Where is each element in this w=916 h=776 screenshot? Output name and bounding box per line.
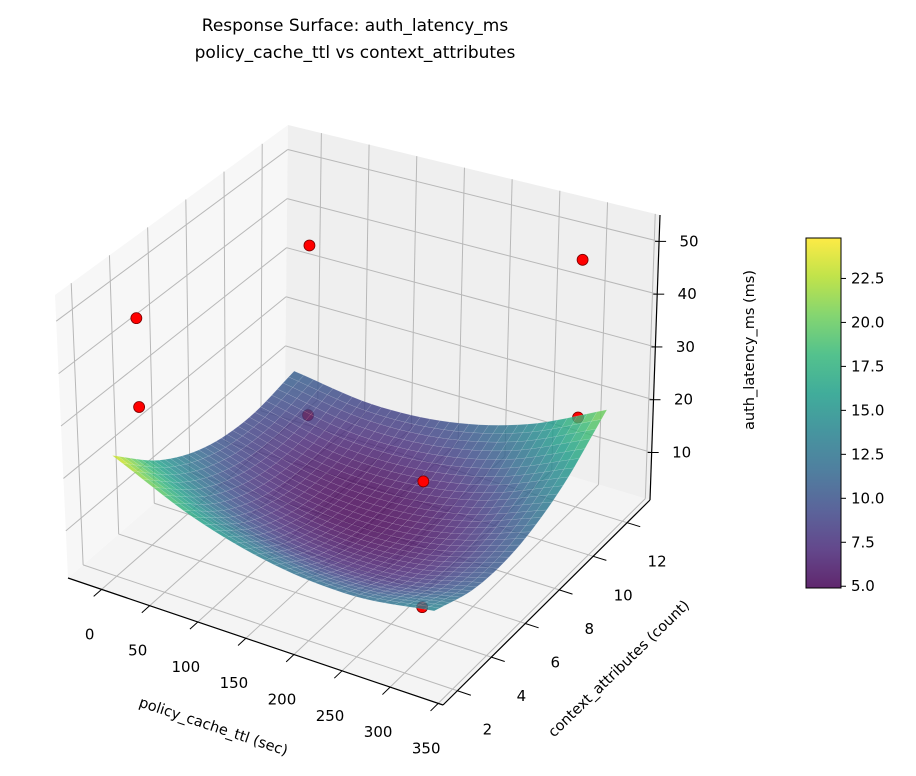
y-tick-label: 6	[551, 654, 561, 672]
surface-facet	[482, 567, 499, 574]
x-tick-label: 150	[220, 674, 249, 692]
y-axis-line	[442, 499, 651, 706]
floor-gridline-x	[437, 498, 646, 704]
floor-gridline-x	[389, 484, 599, 688]
colorbar-tick-label: 10.0	[851, 489, 884, 507]
x-tick-label: 300	[364, 723, 393, 741]
surface-facet	[514, 531, 531, 540]
colorbar-tick-label: 17.5	[851, 357, 884, 375]
axis-lines	[67, 214, 667, 712]
z-tick-label: 50	[680, 232, 699, 250]
left-wall-pane	[55, 125, 288, 578]
scatter-point	[130, 312, 143, 325]
colorbar-tick-label: 12.5	[851, 445, 884, 463]
scatter-point	[133, 401, 146, 413]
left-wall-gridline-z	[63, 296, 287, 479]
scatter-point	[576, 253, 589, 266]
y-tick-label: 2	[483, 721, 493, 739]
x-tick-label: 100	[171, 658, 200, 676]
colorbar-tick-label: 15.0	[851, 401, 884, 419]
chart-subtitle: policy_cache_ttl vs context_attributes	[195, 43, 516, 63]
chart-title: Response Surface: auth_latency_ms	[202, 16, 509, 36]
surface-facet	[466, 581, 483, 588]
surface-mesh	[111, 370, 608, 612]
floor-gridline-y	[118, 533, 492, 658]
y-tick-mark	[525, 623, 539, 629]
x-tick-mark	[237, 637, 247, 646]
z-tick-label: 40	[678, 285, 697, 303]
colorbar-tick-label: 7.5	[851, 533, 875, 551]
z-axis-label: auth_latency_ms (ms)	[742, 270, 758, 430]
colorbar-tick-label: 22.5	[851, 269, 884, 287]
back-wall-gridline-z	[287, 198, 658, 295]
z-tick-label: 10	[672, 444, 691, 462]
colorbar-tick-label: 20.0	[851, 313, 884, 331]
x-tick-label: 50	[128, 642, 147, 660]
y-tick-label: 12	[648, 553, 667, 571]
floor-gridline-y	[82, 564, 458, 692]
x-tick-mark	[285, 654, 295, 663]
tick-labels: 0 50 100 150 200 250 300 350 2 4 6 8 10 12 10 20 30 40 50	[85, 232, 699, 757]
surface-facet	[450, 592, 467, 598]
surface-facet	[509, 538, 526, 546]
scatter-points-front	[130, 239, 589, 488]
surface-facet	[503, 544, 521, 552]
y-axis-label: context_attributes (count)	[545, 598, 692, 741]
y-tick-mark	[626, 522, 641, 528]
surface-facet	[563, 458, 580, 470]
surface-facet	[487, 562, 505, 569]
left-wall-gridline-z	[65, 345, 286, 532]
z-tick-label: 30	[676, 338, 695, 356]
x-tick-label: 200	[268, 691, 297, 709]
x-tick-label: 0	[85, 625, 95, 643]
x-tick-mark	[333, 670, 343, 679]
back-wall-gridline-z	[285, 296, 654, 401]
surface-facet	[558, 467, 575, 479]
y-tick-label: 4	[517, 687, 527, 705]
scatter-point	[303, 239, 316, 252]
x-tick-mark	[93, 589, 102, 597]
colorbar-gradient	[805, 237, 842, 589]
surface-facet	[423, 606, 441, 612]
left-wall-gridline-z	[60, 247, 287, 427]
x-tick-label: 350	[412, 739, 441, 757]
surface-facet	[585, 419, 602, 432]
x-tick-mark	[189, 621, 199, 630]
surface-facet	[580, 428, 597, 441]
y-tick-mark	[457, 690, 472, 696]
colorbar: 5.0 7.5 10.0 12.5 15.0 17.5 20.0 22.5	[805, 237, 884, 595]
y-tick-mark	[559, 589, 573, 595]
y-tick-mark	[593, 555, 607, 561]
surface-facet	[444, 595, 462, 601]
left-wall-gridline-z	[58, 198, 288, 375]
x-tick-mark	[382, 686, 391, 695]
surface-facet	[477, 572, 494, 579]
back-wall-gridline-z	[286, 247, 656, 348]
y-tick-mark	[491, 656, 505, 663]
y-tick-label: 8	[584, 620, 594, 638]
surface-facet	[520, 524, 537, 533]
left-wall-gridline-z	[55, 149, 289, 322]
scatter-point	[417, 475, 430, 488]
x-axis-line	[67, 577, 444, 706]
y-tick-label: 10	[614, 586, 633, 604]
colorbar-tick-label: 5.0	[851, 577, 875, 595]
x-tick-label: 250	[316, 707, 345, 725]
z-tick-label: 20	[674, 391, 693, 409]
surface-facet	[471, 577, 489, 583]
x-tick-mark	[141, 605, 151, 614]
back-wall-gridline-z	[287, 149, 660, 242]
x-tick-mark	[430, 703, 439, 712]
colorbar-ticks: 5.0 7.5 10.0 12.5 15.0 17.5 20.0 22.5	[841, 269, 884, 595]
